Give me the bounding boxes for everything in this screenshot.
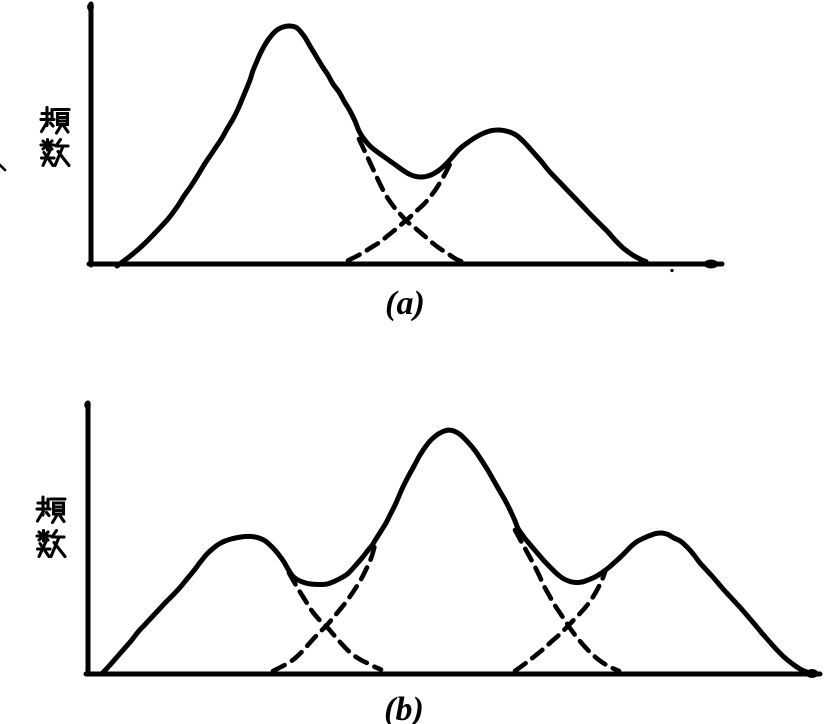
svg-text:(b): (b) [384, 691, 424, 724]
svg-text:(a): (a) [385, 285, 425, 322]
